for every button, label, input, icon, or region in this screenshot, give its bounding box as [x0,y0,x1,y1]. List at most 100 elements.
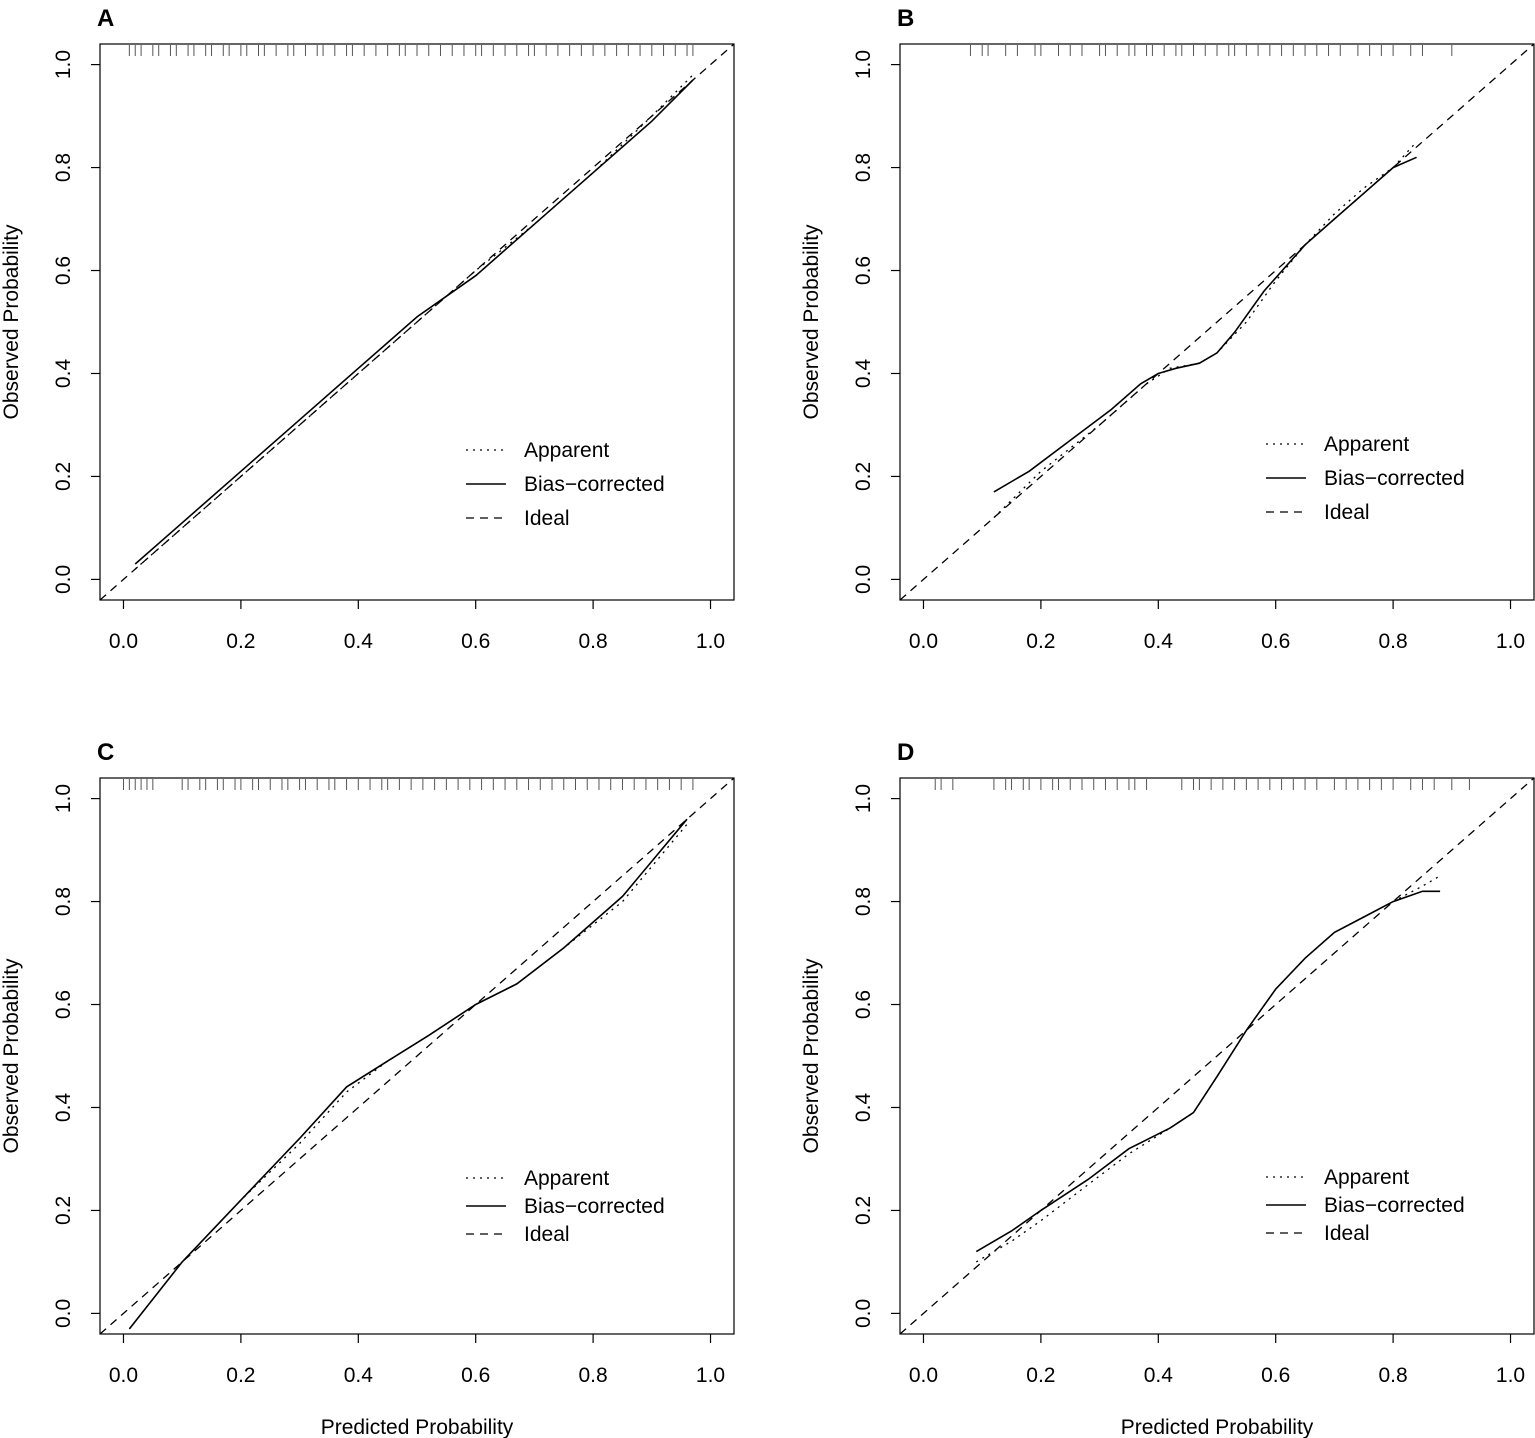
x-axis-title: Predicted Probability [321,1416,514,1438]
y-tick-label: 0.8 [52,153,75,182]
panel-a: A 0.0 0.2 0.4 0.6 0.8 1.0 0.0 0.2 0.4 0.6 0.8 1.0 Obs… [0,5,735,653]
panel-letter: A [97,5,114,32]
panel-letter: D [897,739,914,766]
plot-frame [899,43,1535,601]
legend-label: Ideal [524,507,570,530]
series-group [100,778,734,1334]
y-tick-label: 0.6 [852,990,875,1019]
legend-label: Bias−corrected [524,1195,665,1218]
y-tick-label: 0.4 [52,359,75,389]
x-tick-label: 0.2 [1026,1364,1055,1387]
x-tick-label: 0.2 [226,1364,255,1387]
x-tick-label: 1.0 [696,630,725,653]
legend-label: Apparent [1324,1166,1409,1189]
legend-label: Apparent [524,439,609,462]
legend-label: Ideal [1324,1222,1370,1245]
x-tick-label: 0.0 [909,630,938,653]
series-line-dotted [128,823,688,1330]
series-group [100,44,734,600]
y-tick-label: 0.4 [852,1093,875,1123]
rug-marks [934,779,1470,790]
x-tick-label: 0.0 [909,1364,938,1387]
x-tick-label: 1.0 [1496,630,1525,653]
legend-label: Bias−corrected [524,473,665,496]
y-tick-label: 0.2 [52,462,75,491]
y-axis-title: Observed Probability [800,224,823,419]
series-line-solid [993,156,1417,493]
y-tick-label: 0.6 [52,990,75,1019]
series-line-solid [975,890,1441,1253]
y-tick-label: 0.2 [52,1196,75,1225]
x-tick-label: 0.6 [1261,630,1290,653]
x-tick-label: 0.0 [109,630,138,653]
rug-marks [128,45,694,56]
y-tick-label: 1.0 [52,50,75,79]
series-line-dashed [900,778,1534,1334]
y-tick-label: 0.4 [852,359,875,389]
plot-frame [99,777,735,1335]
y-tick-label: 1.0 [852,50,875,79]
legend: Apparent Bias−corrected Ideal [1266,433,1465,524]
series-line-solid [128,818,688,1330]
x-tick-label: 0.4 [1144,1364,1174,1387]
y-axis-title: Observed Probability [0,224,23,419]
x-tick-label: 1.0 [1496,1364,1525,1387]
series-line-dashed [100,44,734,600]
y-tick-label: 0.8 [852,887,875,916]
x-tick-label: 1.0 [696,1364,725,1387]
legend-label: Apparent [1324,433,1409,456]
legend-label: Ideal [1324,501,1370,524]
y-tick-label: 0.6 [852,256,875,285]
y-tick-label: 0.2 [852,1196,875,1225]
x-tick-label: 0.4 [344,1364,374,1387]
legend-label: Apparent [524,1167,609,1190]
series-line-dashed [900,44,1534,600]
panel-c: C 0.0 0.2 0.4 0.6 0.8 1.0 0.0 0.2 0.4 0.6 0.8 1.0 Obs… [0,739,735,1438]
series-line-dotted [993,141,1418,519]
legend-label: Bias−corrected [1324,1194,1465,1217]
legend: Apparent Bias−corrected Ideal [466,1167,665,1246]
x-tick-label: 0.4 [344,630,374,653]
x-axis-title: Predicted Probability [1121,1416,1314,1438]
y-tick-label: 0.8 [852,153,875,182]
x-tick-label: 0.6 [461,1364,490,1387]
y-tick-label: 1.0 [852,784,875,813]
x-tick-label: 0.6 [1261,1364,1290,1387]
series-line-dotted [975,875,1441,1263]
series-group [900,44,1534,600]
y-tick-label: 0.2 [852,462,875,491]
y-tick-label: 0.0 [852,1299,875,1328]
x-tick-label: 0.2 [1026,630,1055,653]
plot-frame [899,777,1535,1335]
x-tick-label: 0.4 [1144,630,1174,653]
x-tick-label: 0.6 [461,630,490,653]
x-tick-label: 0.8 [1379,630,1408,653]
y-tick-label: 0.6 [52,256,75,285]
panel-letter: C [97,739,114,766]
x-tick-label: 0.0 [109,1364,138,1387]
y-axis-title: Observed Probability [800,958,823,1153]
panel-letter: B [897,5,914,32]
x-tick-label: 0.2 [226,630,255,653]
x-tick-label: 0.8 [579,1364,608,1387]
y-tick-label: 0.0 [52,565,75,594]
panel-b: B 0.0 0.2 0.4 0.6 0.8 1.0 0.0 0.2 0.4 0.6 0.8 1.0 Obs… [800,5,1535,653]
series-group [900,778,1534,1334]
series-line-solid [134,79,694,565]
y-tick-label: 0.0 [52,1299,75,1328]
rug-marks [122,779,694,790]
panel-d: D 0.0 0.2 0.4 0.6 0.8 1.0 0.0 0.2 0.4 0.6 0.8 1.0 Obs… [800,739,1535,1438]
rug-marks [969,45,1453,56]
legend: Apparent Bias−corrected Ideal [466,439,665,530]
y-tick-label: 0.4 [52,1093,75,1123]
y-tick-label: 1.0 [52,784,75,813]
y-axis-title: Observed Probability [0,958,23,1153]
legend: Apparent Bias−corrected Ideal [1266,1166,1465,1245]
x-tick-label: 0.8 [579,630,608,653]
plot-frame [99,43,735,601]
y-tick-label: 0.0 [852,565,875,594]
x-tick-label: 0.8 [1379,1364,1408,1387]
series-line-dashed [100,778,734,1334]
legend-label: Ideal [524,1223,570,1246]
